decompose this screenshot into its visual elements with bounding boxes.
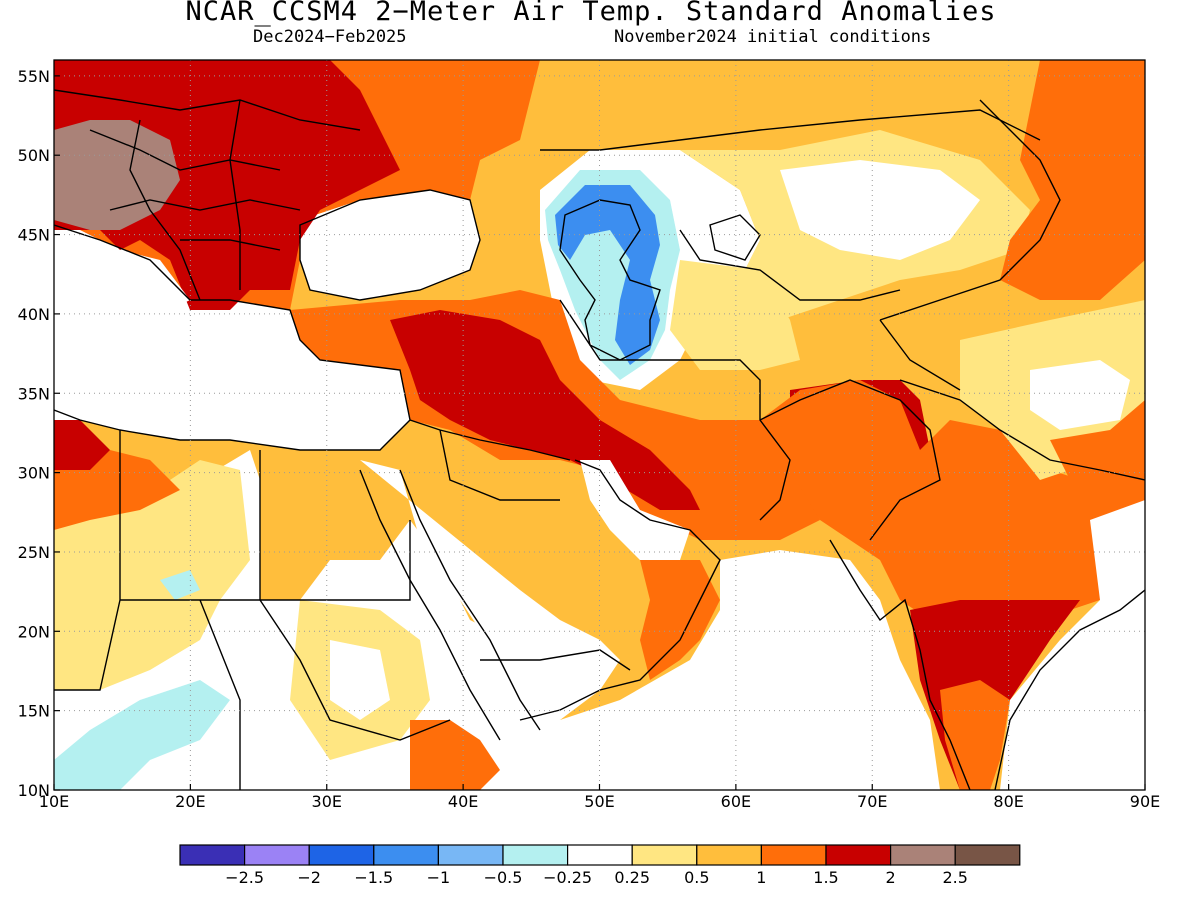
lon-tick-label: 10E bbox=[39, 792, 69, 811]
lon-tick-label: 60E bbox=[721, 792, 751, 811]
latitude-axis: 10N 15N 20N 25N 30N 35N 40N 45N 50N 55N bbox=[18, 67, 60, 800]
colorbar-swatch bbox=[244, 844, 310, 866]
india-coast bbox=[829, 539, 1145, 790]
lon-tick-label: 80E bbox=[993, 792, 1023, 811]
mediterranean-coast bbox=[54, 224, 411, 451]
black-sea-white bbox=[300, 190, 480, 300]
pakistan-border bbox=[759, 379, 941, 541]
arabia-white-rim bbox=[360, 460, 620, 720]
himalaya-border bbox=[899, 379, 1145, 481]
sahara-yellow-region bbox=[54, 460, 250, 690]
lat-tick-label: 25N bbox=[18, 543, 50, 562]
lon-tick-label: 90E bbox=[1130, 792, 1160, 811]
tunisia-red bbox=[54, 420, 110, 470]
colorbar-swatch bbox=[179, 844, 246, 866]
colorbar-swatch bbox=[825, 844, 892, 866]
turkmenistan-yellow bbox=[670, 260, 800, 370]
india-south-orange bbox=[940, 680, 1010, 790]
libya-cyan-patch bbox=[160, 570, 200, 600]
colorbar-label: −2 bbox=[297, 868, 321, 887]
lat-tick-label: 40N bbox=[18, 305, 50, 324]
colorbar-swatch bbox=[631, 844, 698, 866]
colorbar-swatch bbox=[373, 844, 439, 866]
colorbar-swatch bbox=[566, 844, 633, 866]
colorbar-label: −1 bbox=[427, 868, 451, 887]
aral-coast bbox=[709, 214, 761, 261]
lat-tick-label: 55N bbox=[18, 67, 50, 86]
season-label: Dec2024−Feb2025 bbox=[253, 27, 407, 47]
xinjiang-orange bbox=[1000, 60, 1145, 300]
colorbar-swatch bbox=[437, 844, 504, 866]
lat-tick-label: 30N bbox=[18, 464, 50, 483]
lat-tick-label: 50N bbox=[18, 146, 50, 165]
colorbar-swatch bbox=[502, 844, 569, 866]
caspian-coast bbox=[559, 199, 661, 361]
colorbar-swatch bbox=[954, 844, 1021, 866]
colorbar-swatch bbox=[760, 844, 827, 866]
lat-tick-label: 10N bbox=[18, 781, 50, 800]
longitude-axis: 10E 20E 30E 40E 50E 60E 70E 80E 90E bbox=[39, 784, 1160, 811]
colorbar-label: 0.5 bbox=[684, 868, 709, 887]
colorbar-label: 0.25 bbox=[614, 868, 650, 887]
alps-brown bbox=[54, 120, 180, 230]
lat-tick-label: 35N bbox=[18, 384, 50, 403]
lon-tick-label: 70E bbox=[857, 792, 887, 811]
italy-white bbox=[54, 230, 190, 310]
persian-gulf-coast bbox=[519, 459, 721, 721]
iraq-red bbox=[390, 310, 700, 510]
europe-borders bbox=[54, 89, 361, 301]
sahel-cyan-region bbox=[54, 680, 230, 790]
anomaly-field bbox=[54, 60, 1145, 790]
colorbar-label: 1.5 bbox=[813, 868, 838, 887]
china-border bbox=[879, 99, 1061, 391]
red-sea-coast bbox=[359, 469, 541, 741]
colorbar-label: 2 bbox=[886, 868, 896, 887]
colorbar-swatch bbox=[889, 844, 956, 866]
colorbar-label: −0.25 bbox=[543, 868, 592, 887]
initial-conditions-label: November2024 initial conditions bbox=[614, 27, 932, 47]
oman-orange bbox=[640, 560, 720, 680]
gridlines bbox=[54, 60, 1145, 790]
lon-tick-label: 30E bbox=[312, 792, 342, 811]
colorbar-label: 2.5 bbox=[942, 868, 967, 887]
lon-tick-label: 50E bbox=[584, 792, 614, 811]
colorbar-label: −2.5 bbox=[225, 868, 264, 887]
black-sea-coast bbox=[299, 189, 481, 301]
caspian-blue bbox=[555, 185, 660, 365]
lat-tick-label: 45N bbox=[18, 226, 50, 245]
colorbar-label: 1 bbox=[756, 868, 766, 887]
lat-tick-label: 20N bbox=[18, 622, 50, 641]
yemen-orange bbox=[410, 720, 500, 790]
arabian-sea-white bbox=[560, 550, 940, 790]
tibet-white bbox=[1030, 360, 1130, 430]
chart-title: NCAR_CCSM4 2−Meter Air Temp. Standard An… bbox=[185, 0, 997, 27]
colorbar-label: −0.5 bbox=[484, 868, 523, 887]
india-orange bbox=[760, 380, 1145, 640]
colorbar-swatch bbox=[308, 844, 375, 866]
lon-tick-label: 20E bbox=[175, 792, 205, 811]
myanmar-white bbox=[1000, 500, 1145, 790]
sudan-white-region bbox=[330, 640, 390, 720]
colorbar: −2.5 −2 −1.5 −1 −0.5 −0.25 0.25 0.5 1 1.5 2 2.5 bbox=[179, 844, 1021, 887]
colorbar-label: −1.5 bbox=[354, 868, 393, 887]
iran-border bbox=[559, 299, 791, 521]
lon-tick-label: 40E bbox=[448, 792, 478, 811]
arabia-borders bbox=[409, 419, 631, 671]
lat-tick-label: 15N bbox=[18, 702, 50, 721]
colorbar-swatch bbox=[696, 844, 762, 866]
